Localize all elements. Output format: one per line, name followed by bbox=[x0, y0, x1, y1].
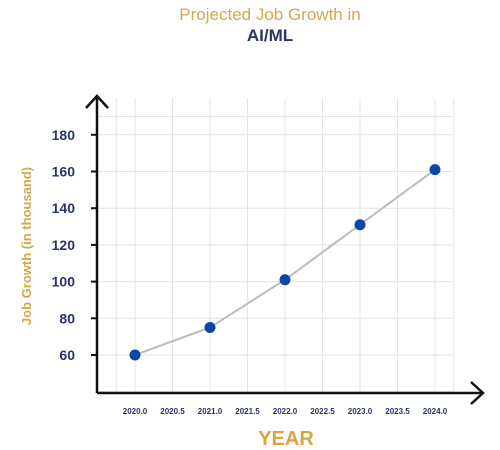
y-tick-label: 120 bbox=[52, 237, 76, 253]
x-tick-label: 2020.5 bbox=[160, 407, 185, 416]
x-axis-label: YEAR bbox=[258, 428, 314, 450]
y-axis-label: Job Growth (in thousand) bbox=[19, 167, 34, 325]
y-tick-label: 80 bbox=[59, 310, 75, 326]
x-tick-label: 2023.5 bbox=[385, 407, 410, 416]
chart-subtitle: AI/ML bbox=[247, 26, 293, 45]
data-point bbox=[204, 321, 216, 333]
y-tick-label: 180 bbox=[52, 127, 76, 143]
axes bbox=[85, 94, 485, 405]
x-tick-label: 2020.0 bbox=[123, 407, 148, 416]
series bbox=[129, 164, 441, 361]
x-tick-label: 2021.5 bbox=[235, 407, 260, 416]
y-tick-label: 60 bbox=[59, 347, 75, 363]
y-tick-label: 100 bbox=[52, 274, 76, 290]
data-point bbox=[354, 219, 366, 231]
x-tick-labels: 2020.0 2020.5 2021.0 2021.5 2022.0 2022.5 2023… bbox=[123, 407, 448, 416]
x-tick-label: 2024.0 bbox=[423, 407, 448, 416]
x-tick-label: 2022.0 bbox=[273, 407, 298, 416]
x-axis-arrow bbox=[470, 381, 485, 405]
y-tick-labels: 60 80 100 120 140 160 180 bbox=[52, 127, 76, 363]
chart-title: Projected Job Growth in bbox=[179, 5, 360, 24]
data-point bbox=[129, 349, 141, 361]
y-tick-label: 140 bbox=[52, 200, 76, 216]
x-tick-label: 2022.5 bbox=[310, 407, 335, 416]
x-tick-label: 2021.0 bbox=[198, 407, 223, 416]
data-point bbox=[279, 274, 291, 286]
x-tick-label: 2023.0 bbox=[348, 407, 373, 416]
y-tick-label: 160 bbox=[52, 164, 76, 180]
data-point bbox=[429, 164, 441, 176]
y-axis-arrow bbox=[85, 94, 109, 109]
grid bbox=[97, 98, 455, 393]
